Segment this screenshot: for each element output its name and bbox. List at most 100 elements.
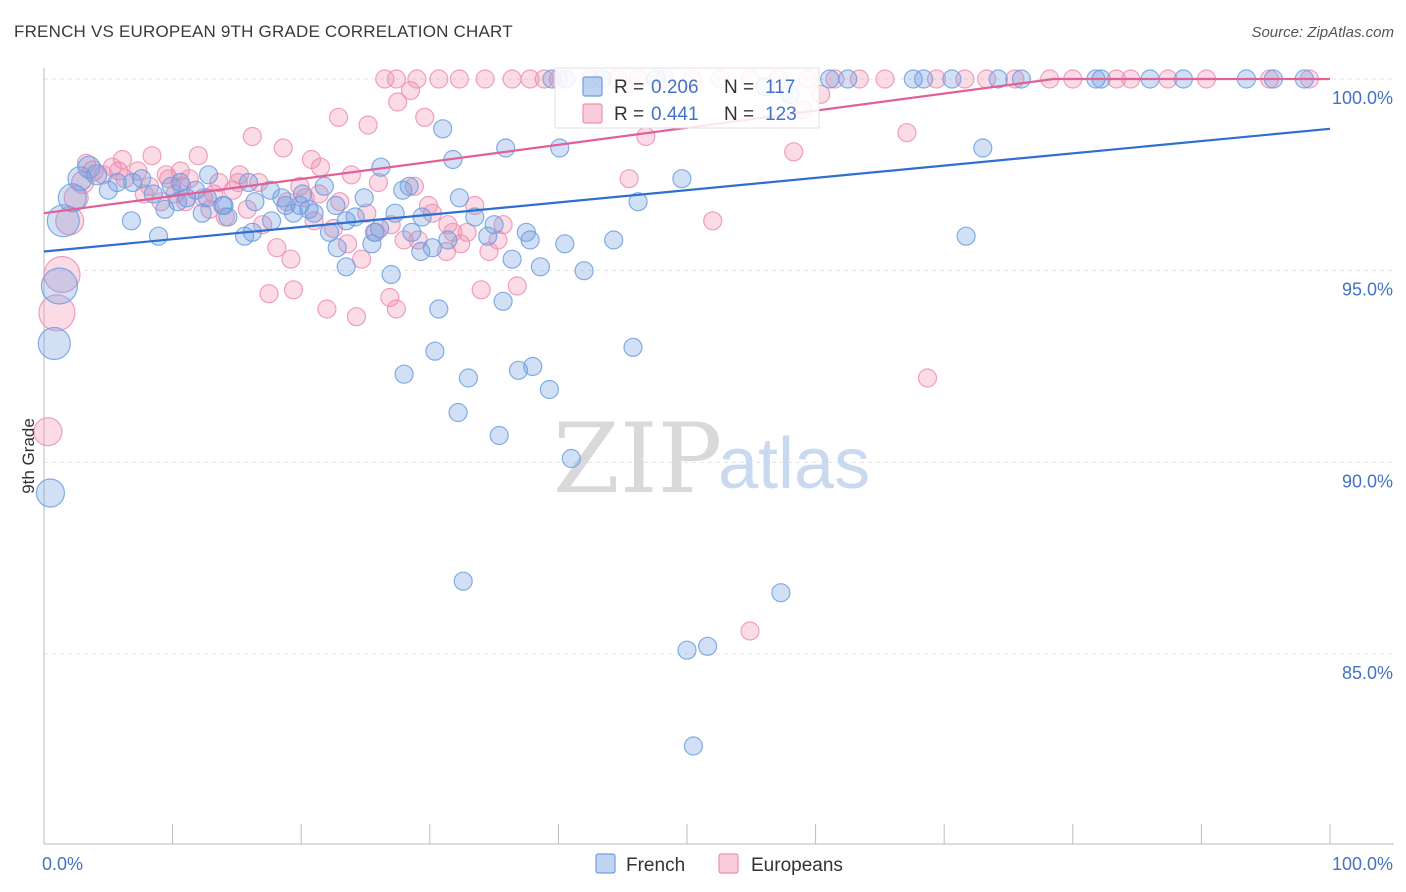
french-point [429,299,449,319]
french-point [260,180,280,200]
europeans-point [386,299,406,319]
europeans-point [55,206,85,236]
europeans-point [358,115,378,135]
french-point [502,249,522,269]
french-point [574,261,594,281]
french-point [903,69,923,89]
x-tick-label-max: 100.0% [1332,854,1393,874]
french-point [489,425,509,446]
legend: R = 0.206 N = 117 R = 0.441 N = 123 [554,67,820,129]
french-point [478,226,498,246]
europeans-point [346,307,367,327]
french-point [539,379,560,400]
french-point [838,69,858,89]
europeans-point [290,176,310,196]
french-point [820,69,840,89]
europeans-point [267,238,287,258]
bottom-legend-swatch-french[interactable] [595,853,616,874]
french-point [192,203,212,223]
europeans-point [415,107,435,127]
french-point [493,291,513,311]
french-point [107,172,127,193]
europeans-point [33,417,63,447]
europeans-point [917,368,938,388]
europeans-point [407,69,427,89]
watermark-atlas: atlas [718,424,870,504]
europeans-point [281,249,301,269]
y-tick-label-95: 95.0% [1342,280,1393,300]
watermark-zip: ZIP [553,403,722,515]
legend-n-label-europeans: N = [724,104,754,125]
french-point [942,69,962,89]
french-point [433,119,453,139]
europeans-point [400,80,421,101]
french-point [422,238,442,258]
french-point [458,368,478,388]
europeans-point [507,276,527,296]
europeans-point [449,69,469,89]
europeans-point [43,255,81,294]
french-point [449,188,469,208]
bottom-legend: French Europeans [595,853,843,876]
x-tick-label-min: 0.0% [42,854,83,874]
europeans-point [310,157,331,177]
french-point [530,257,551,277]
europeans-point [520,69,540,89]
french-point [771,583,791,603]
legend-n-label-french: N = [724,77,754,98]
french-point [35,478,66,508]
french-point [197,188,217,208]
french-point [245,192,265,212]
legend-r-label-europeans: R = [614,104,644,125]
legend-n-value-europeans: 123 [765,104,797,125]
bottom-legend-label-french[interactable]: French [626,855,685,876]
europeans-point [740,621,760,641]
french-point [336,211,356,231]
europeans-point [471,280,491,300]
europeans-point [341,165,361,185]
french-point [336,257,356,277]
french-point [326,195,346,216]
french-point [1011,69,1032,89]
french-point [381,264,401,285]
europeans-point [636,126,656,147]
french-point [623,337,643,357]
europeans-point [534,69,554,89]
europeans-point [38,294,76,332]
europeans-point [386,69,406,89]
europeans-point [375,69,395,89]
y-tick-label-100: 100.0% [1332,88,1393,108]
french-point [555,234,575,254]
bottom-legend-label-europeans[interactable]: Europeans [751,855,843,876]
europeans-point [112,149,133,170]
europeans-trend-line [43,77,1330,215]
europeans-point [488,230,508,250]
y-tick-label-85: 85.0% [1342,663,1393,683]
europeans-point [849,69,869,89]
trend-lines [43,77,1331,253]
legend-r-label-french: R = [614,77,644,98]
europeans-point [357,203,377,223]
europeans-point [259,284,279,304]
y-axis-label: 9th Grade [19,418,38,494]
french-point [516,222,536,242]
europeans-point [242,126,262,147]
french-point [362,234,382,254]
legend-r-value-french: 0.206 [651,77,699,98]
europeans-point [381,215,401,235]
legend-swatch-french [582,76,603,97]
french-point [40,267,79,305]
europeans-point [170,161,190,181]
french-point [956,226,976,246]
french-point [394,364,414,384]
europeans-point [429,69,449,89]
french-point [283,203,304,223]
bottom-legend-swatch-europeans[interactable] [718,853,739,874]
french-point [628,192,648,212]
europeans-point [619,169,639,189]
french-point [508,360,529,380]
french-point [465,207,485,227]
europeans-point [404,176,424,196]
europeans-point [380,287,400,308]
